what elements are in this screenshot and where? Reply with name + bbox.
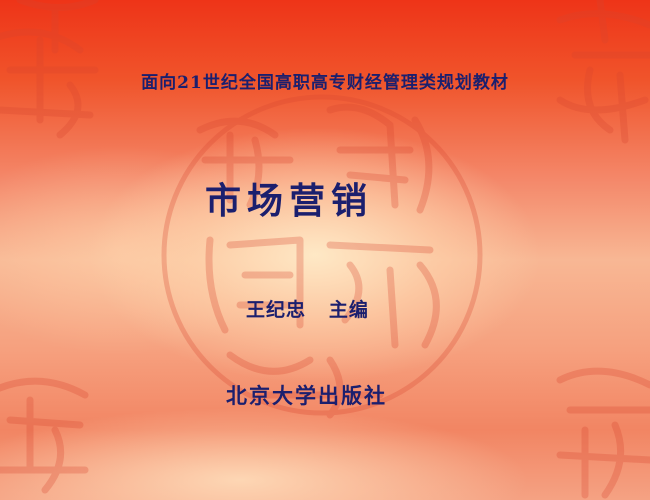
textbook-series-line: 面向21世纪全国高职高专财经管理类规划教材 (141, 73, 509, 93)
publisher-name: 北京大学出版社 (226, 383, 387, 408)
book-title: 市场营销 (205, 180, 374, 222)
central-seal-ring (161, 94, 483, 416)
editor-credit: 王纪忠 主编 (246, 299, 369, 321)
